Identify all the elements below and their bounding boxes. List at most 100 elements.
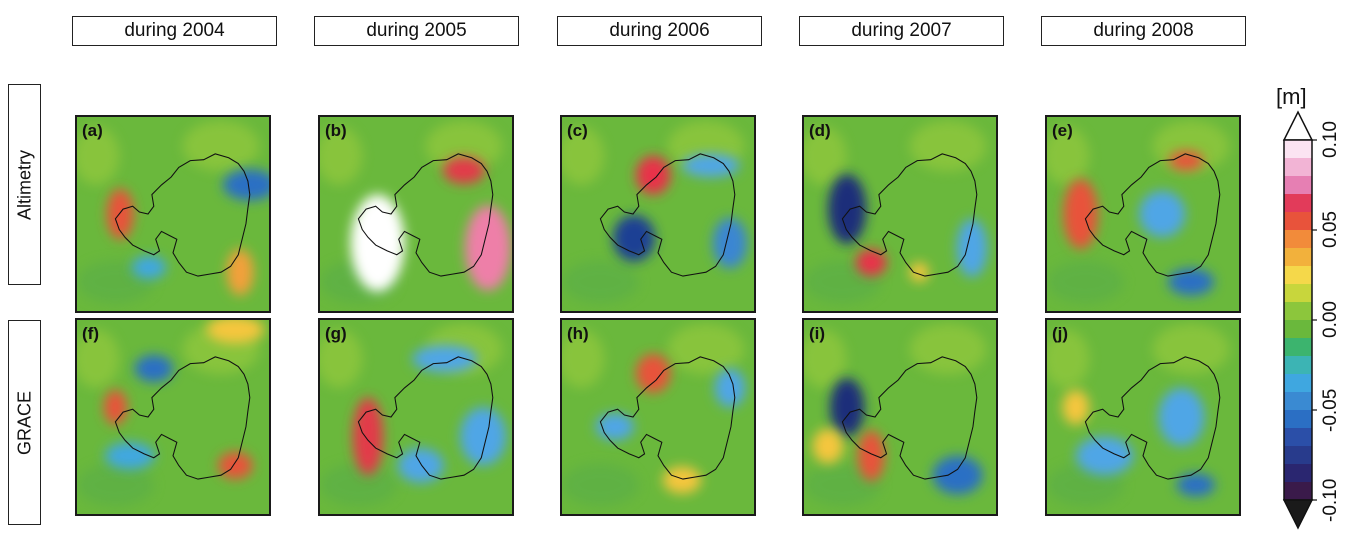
colorbar-segment xyxy=(1284,140,1312,158)
panel-label: (b) xyxy=(325,121,347,140)
anomaly-blob xyxy=(106,188,134,240)
field-variation xyxy=(804,463,881,507)
anomaly-blob xyxy=(812,428,844,464)
colorbar-tick-label: -0.10 xyxy=(1320,478,1341,522)
field-variation xyxy=(77,463,154,507)
field-variation xyxy=(909,323,987,375)
antarctica-coastline xyxy=(599,356,736,480)
panel-label: (f) xyxy=(82,324,99,343)
anomaly-blob xyxy=(1167,268,1215,296)
antarctica-coastline xyxy=(357,356,494,480)
column-header-5: during 2008 xyxy=(1041,16,1246,46)
map-panel-f: (f) xyxy=(75,318,271,516)
anomaly-blob xyxy=(134,354,173,383)
anomaly-blob xyxy=(857,430,885,482)
row-header-label: GRACE xyxy=(14,390,34,455)
antarctica-coastline xyxy=(841,356,978,480)
field-variation xyxy=(562,329,605,388)
anomaly-blob xyxy=(1168,150,1204,171)
anomaly-blob xyxy=(412,345,478,373)
anomaly-blob xyxy=(682,153,740,178)
anomaly-blob xyxy=(828,174,867,245)
colorbar-segment xyxy=(1284,158,1312,176)
field-variation xyxy=(320,126,363,185)
antarctica-coastline xyxy=(599,153,736,277)
anomaly-blob xyxy=(350,194,405,292)
panel-label: (d) xyxy=(809,121,831,140)
map-panel-b: (b) xyxy=(318,115,514,313)
colorbar-tick-label: 0.00 xyxy=(1320,301,1341,339)
column-header-1: during 2004 xyxy=(72,16,277,46)
colorbar-segment xyxy=(1284,392,1312,410)
antarctica-coastline xyxy=(114,153,251,277)
map-field xyxy=(804,117,996,311)
panel-label: (h) xyxy=(567,324,589,343)
field-variation xyxy=(667,323,745,375)
colorbar-segment xyxy=(1284,302,1312,320)
colorbar-segment xyxy=(1284,410,1312,428)
anomaly-blob xyxy=(635,155,671,195)
panel-label: (g) xyxy=(325,324,347,343)
colorbar-tick-label: 0.10 xyxy=(1320,121,1341,159)
anomaly-blob xyxy=(662,466,702,494)
colorbar-segment xyxy=(1284,482,1312,500)
anomaly-blob xyxy=(222,169,269,201)
field-variation xyxy=(77,126,120,185)
colorbar-segment xyxy=(1284,176,1312,194)
anomaly-blob xyxy=(932,455,983,495)
anomaly-blob xyxy=(226,248,254,296)
anomaly-blob xyxy=(104,442,155,470)
antarctica-coastline xyxy=(357,153,494,277)
field-variation xyxy=(1047,126,1090,185)
anomaly-blob xyxy=(103,389,127,425)
anomaly-blob xyxy=(442,156,486,184)
antarctica-coastline xyxy=(841,153,978,277)
column-header-3: during 2006 xyxy=(557,16,762,46)
field-variation xyxy=(425,120,503,172)
colorbar-segment xyxy=(1284,356,1312,374)
anomaly-blob xyxy=(464,205,512,291)
anomaly-blob xyxy=(206,320,265,344)
map-panel-g: (g) xyxy=(318,318,514,516)
colorbar-min-arrow xyxy=(1282,499,1314,530)
colorbar-tick-label: 0.05 xyxy=(1320,211,1341,249)
panel-label: (e) xyxy=(1052,121,1073,140)
map-field xyxy=(1047,117,1239,311)
colorbar-tick-label: -0.05 xyxy=(1320,388,1341,432)
map-field xyxy=(562,117,754,311)
anomaly-blob xyxy=(956,218,988,278)
map-panel-e: (e) xyxy=(1045,115,1241,313)
field-variation xyxy=(804,126,847,185)
map-panel-i: (i) xyxy=(802,318,998,516)
field-variation xyxy=(562,463,639,507)
anomaly-blob xyxy=(712,217,748,269)
anomaly-blob xyxy=(1062,389,1090,425)
field-variation xyxy=(1047,329,1090,388)
map-field xyxy=(562,320,754,514)
colorbar-segment xyxy=(1284,446,1312,464)
panel-label: (a) xyxy=(82,121,103,140)
row-header-grace: GRACE xyxy=(8,320,41,525)
anomaly-blob xyxy=(909,262,929,282)
colorbar-segment xyxy=(1284,212,1312,230)
antarctica-coastline xyxy=(114,356,251,480)
map-panel-h: (h) xyxy=(560,318,756,516)
anomaly-blob xyxy=(1063,179,1098,249)
anomaly-blob xyxy=(1075,436,1134,476)
column-header-4: during 2007 xyxy=(799,16,1004,46)
map-field xyxy=(77,320,269,514)
field-variation xyxy=(320,463,397,507)
colorbar xyxy=(1282,110,1317,530)
map-field xyxy=(320,117,512,311)
field-variation xyxy=(1152,323,1230,375)
colorbar-segment xyxy=(1284,428,1312,446)
field-variation xyxy=(562,126,605,185)
anomaly-blob xyxy=(1139,190,1186,238)
anomaly-blob xyxy=(612,214,656,262)
map-field xyxy=(320,320,512,514)
anomaly-blob xyxy=(131,255,167,279)
colorbar-segment xyxy=(1284,194,1312,212)
anomaly-blob xyxy=(352,397,384,476)
panel-label: (i) xyxy=(809,324,826,343)
field-variation xyxy=(1047,260,1124,304)
